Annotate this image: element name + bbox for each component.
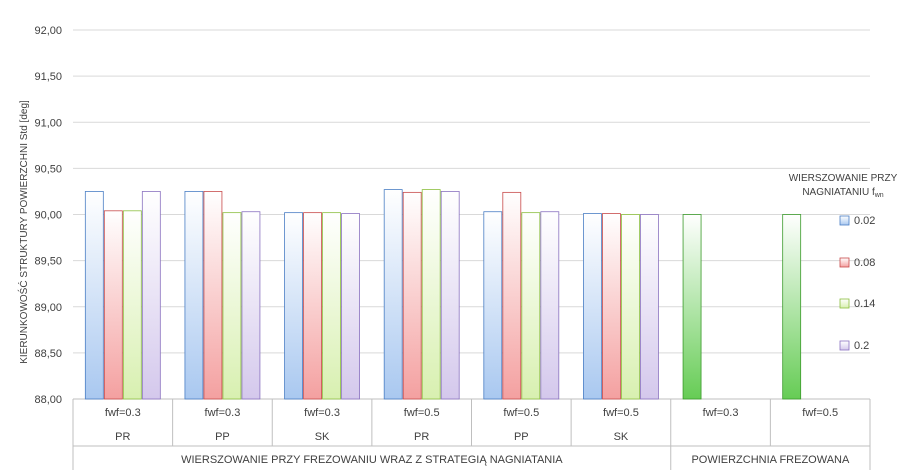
bar-0.02-group-2 (184, 191, 204, 400)
bar-0.02-group-5 (483, 211, 503, 400)
y-tick-label: 92,00 (34, 25, 62, 37)
bar-0.08-group-6 (602, 213, 621, 400)
x-tick-fwf: fwf=0.5 (802, 407, 838, 419)
bar-0.02-group-6 (583, 213, 602, 400)
bar-0.14-group-2 (222, 212, 242, 400)
bar-0.14-group-3 (322, 212, 341, 400)
y-tick-label: 89,50 (34, 256, 62, 268)
bar-0.02-group-1 (84, 191, 104, 400)
x-tick-strategy: PR (115, 431, 130, 443)
y-tick-label: 88,50 (34, 348, 62, 360)
x-supergroup-label: WIERSZOWANIE PRZY FREZOWANIU WRAZ Z STRA… (181, 454, 563, 466)
legend-label-0.02: 0.02 (854, 215, 875, 227)
x-tick-fwf: fwf=0.5 (404, 407, 440, 419)
bar-milled-group-7 (682, 214, 702, 400)
bar-0.14-group-4 (421, 189, 441, 400)
bar-0.2-group-6 (640, 214, 659, 400)
bar-0.2-group-1 (141, 191, 161, 400)
bar-0.08-group-4 (402, 191, 422, 400)
legend-label-0.2: 0.2 (854, 340, 869, 352)
bars (84, 189, 802, 400)
x-tick-strategy: PP (514, 431, 529, 443)
bar-0.2-group-3 (341, 213, 360, 400)
x-tick-strategy: SK (614, 431, 629, 443)
x-tick-fwf: fwf=0.5 (603, 407, 639, 419)
bar-0.2-group-2 (241, 211, 261, 400)
x-tick-fwf: fwf=0.3 (703, 407, 739, 419)
x-tick-strategy: SK (315, 431, 330, 443)
legend-title-line1: WIERSZOWANIE PRZY (789, 173, 898, 184)
bar-0.02-group-4 (383, 189, 403, 400)
legend-swatch-0.14 (839, 298, 850, 309)
bar-0.14-group-6 (621, 214, 640, 400)
legend-title-sub: wn (874, 192, 884, 199)
bar-0.2-group-4 (440, 191, 460, 400)
y-tick-label: 91,00 (34, 117, 62, 129)
x-supergroup-label: POWIERZCHNIA FREZOWANA (691, 454, 850, 466)
legend-label-0.08: 0.08 (854, 257, 875, 269)
bar-0.08-group-1 (103, 210, 123, 400)
bar-milled-group-8 (782, 214, 802, 400)
y-axis-label: KIERUNKOWOŚĆ STRUKTURY POWIERZCHNI Std [… (17, 100, 30, 364)
x-tick-strategy: PP (215, 431, 230, 443)
y-tick-label: 89,00 (34, 302, 62, 314)
bar-0.08-group-3 (303, 212, 322, 400)
bar-0.08-group-2 (203, 191, 223, 400)
bar-0.2-group-5 (540, 211, 560, 400)
bar-0.02-group-3 (284, 212, 303, 400)
y-tick-label: 88,00 (34, 394, 62, 406)
legend: WIERSZOWANIE PRZY NAGNIATANIU fwn 0.02 0.… (789, 173, 898, 352)
legend-swatch-0.08 (839, 257, 850, 268)
x-tick-fwf: fwf=0.5 (503, 407, 539, 419)
x-tick-fwf: fwf=0.3 (304, 407, 340, 419)
y-tick-label: 90,50 (34, 163, 62, 175)
bar-0.14-group-1 (122, 210, 142, 400)
y-tick-label: 90,00 (34, 210, 62, 222)
x-tick-strategy: PR (414, 431, 429, 443)
y-axis-ticks: 88,00 88,50 89,00 89,50 90,00 90,50 91,00 91,50… (34, 25, 62, 406)
legend-title-main: NAGNIATANIU f (802, 187, 875, 198)
legend-swatch-0.02 (839, 215, 850, 226)
legend-swatch-0.2 (839, 340, 850, 351)
legend-label-0.14: 0.14 (854, 298, 875, 310)
legend-title-line2: NAGNIATANIU fwn (802, 187, 883, 199)
y-tick-label: 91,50 (34, 71, 62, 83)
bar-0.08-group-5 (502, 191, 522, 400)
x-tick-fwf: fwf=0.3 (205, 407, 241, 419)
x-axis-categories: fwf=0.3 PR fwf=0.3 PP fwf=0.3 SK fwf=0.5 PR fwf=… (72, 399, 871, 470)
bar-0.14-group-5 (521, 212, 541, 400)
x-tick-fwf: fwf=0.3 (105, 407, 141, 419)
